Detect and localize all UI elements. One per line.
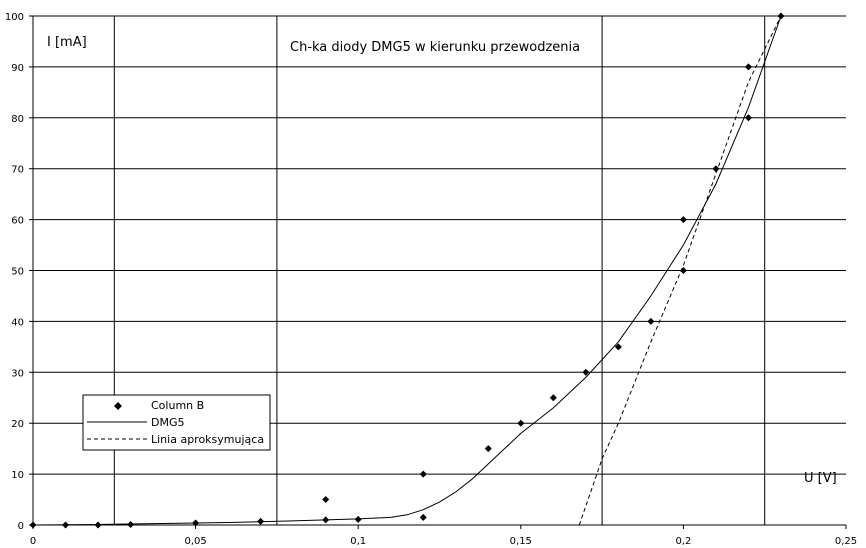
tick-labels: 0 10 20 30 40 50 60 70 80 90 100 0 0,05 0,1 0,15 0,2 0,2… (5, 12, 857, 547)
x-tick-label: 0,05 (184, 536, 206, 547)
data-point (127, 520, 135, 528)
data-point (322, 516, 330, 524)
legend-label-dmg5: DMG5 (151, 416, 184, 429)
y-tick-label: 100 (5, 12, 24, 23)
data-point (29, 521, 37, 529)
y-axis-label: I [mA] (47, 35, 87, 50)
x-tick-label: 0,2 (675, 536, 691, 547)
y-tick-label: 70 (11, 165, 24, 176)
data-point (94, 521, 102, 529)
chart-title: Ch-ka diody DMG5 w kierunku przewodzenia (290, 40, 580, 55)
x-tick-label: 0 (30, 536, 36, 547)
y-tick-label: 30 (11, 368, 24, 379)
data-point (192, 519, 200, 527)
x-axis-label: U [V] (804, 471, 837, 486)
data-point (614, 343, 622, 351)
data-point (744, 63, 752, 71)
legend-label-approximation: Linia aproksymująca (151, 433, 264, 446)
y-tick-label: 20 (11, 419, 24, 430)
x-tick-label: 0,15 (510, 536, 532, 547)
data-point (484, 445, 492, 453)
y-tick-label: 80 (11, 114, 24, 125)
data-point (582, 368, 590, 376)
data-point (322, 496, 330, 504)
legend-marker-column-b (114, 402, 122, 410)
grid (33, 15, 846, 525)
x-tick-label: 0,1 (350, 536, 366, 547)
data-point (419, 470, 427, 478)
approximation-line (578, 15, 782, 526)
data-point (257, 517, 265, 525)
data-point (679, 267, 687, 274)
data-point (354, 515, 362, 523)
y-tick-label: 50 (11, 267, 24, 278)
y-tick-label: 0 (18, 521, 24, 532)
data-point (62, 521, 70, 529)
data-point (744, 114, 752, 122)
data-point (419, 513, 427, 521)
legend-label-column-b: Column B (151, 399, 204, 412)
data-point (647, 317, 655, 325)
y-tick-label: 60 (11, 216, 24, 227)
axes (29, 15, 847, 529)
data-point (549, 394, 557, 402)
series-layer (29, 12, 785, 529)
y-tick-label: 90 (11, 63, 24, 74)
data-point (777, 12, 785, 20)
x-tick-label: 0,25 (835, 536, 857, 547)
legend: Column B DMG5 Linia aproksymująca (82, 394, 271, 451)
y-tick-label: 10 (11, 470, 24, 481)
data-point (517, 419, 525, 427)
y-tick-label: 40 (11, 317, 24, 328)
data-point (712, 165, 720, 173)
data-point (679, 216, 687, 224)
